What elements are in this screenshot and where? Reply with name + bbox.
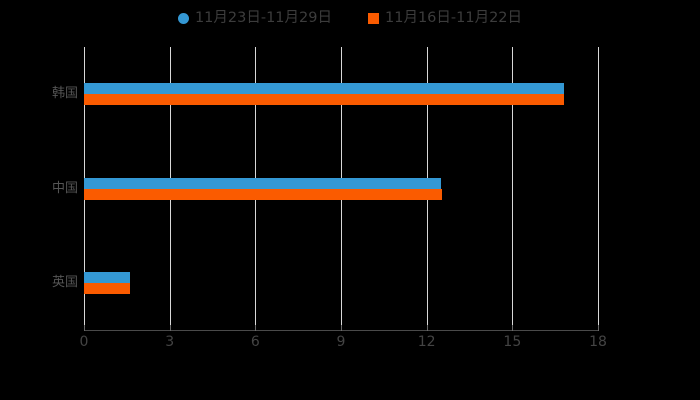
x-tick-mark-2: [255, 325, 257, 331]
x-tick-mark-3: [341, 325, 342, 331]
bar-1-0[interactable]: [84, 177, 441, 189]
gridline-6: [598, 47, 599, 330]
legend-label-1: 11月16日-11月22日: [385, 10, 523, 26]
x-tick-label-0: 0: [79, 334, 89, 350]
bar-0-0[interactable]: [84, 83, 564, 95]
legend-marker-square-orange: [368, 12, 379, 24]
chart-legend: 11月23日-11月29日 11月16日-11月22日: [0, 4, 700, 32]
bar-0-1[interactable]: [84, 94, 564, 106]
x-tick-mark-0: [84, 325, 85, 331]
x-tick-label-2: 6: [250, 334, 260, 350]
legend-label-0: 11月23日-11月29日: [194, 10, 332, 26]
x-tick-label-1: 3: [165, 334, 175, 350]
bar-2-1[interactable]: [84, 282, 130, 294]
x-tick-label-3: 9: [336, 334, 346, 350]
y-axis-label-0: 韩国: [51, 86, 78, 102]
x-tick-label-5: 15: [503, 334, 522, 350]
bar-1-1[interactable]: [84, 188, 443, 200]
legend-item-0[interactable]: 11月23日-11月29日: [177, 9, 332, 27]
bar-2-0[interactable]: [84, 271, 130, 283]
x-tick-mark-5: [512, 325, 514, 331]
legend-item-1[interactable]: 11月16日-11月22日: [368, 9, 522, 27]
x-tick-label-6: 18: [589, 334, 607, 350]
y-axis-label-1: 中国: [51, 180, 78, 196]
plot-area: [84, 47, 599, 330]
x-tick-mark-1: [169, 325, 171, 331]
x-tick-label-4: 12: [417, 334, 436, 350]
x-tick-mark-4: [426, 325, 428, 331]
legend-marker-circle-blue: [177, 12, 189, 24]
y-axis-label-2: 英国: [51, 274, 78, 290]
gridline-5: [512, 47, 514, 330]
x-tick-mark-6: [598, 325, 599, 331]
